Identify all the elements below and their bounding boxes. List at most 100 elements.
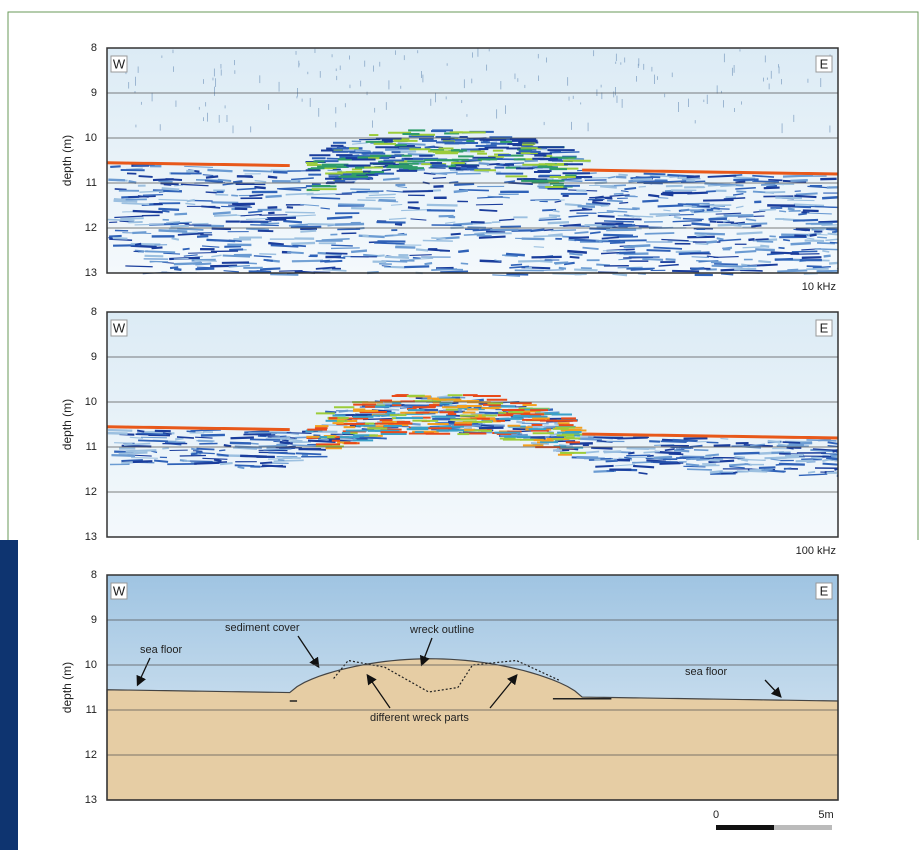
echo xyxy=(574,268,598,272)
echo xyxy=(281,438,289,442)
echo xyxy=(175,437,184,441)
echo xyxy=(596,263,611,267)
echo xyxy=(259,253,277,256)
echo xyxy=(112,236,128,240)
echo xyxy=(794,194,817,199)
echo xyxy=(397,185,408,189)
echo xyxy=(601,236,619,240)
echo xyxy=(195,436,213,439)
echo xyxy=(812,266,831,269)
echo xyxy=(494,259,501,262)
echo xyxy=(752,180,779,183)
echo xyxy=(249,438,281,441)
echo xyxy=(686,175,700,179)
echo xyxy=(806,212,832,215)
echo xyxy=(248,210,263,214)
echo xyxy=(711,264,743,268)
echo xyxy=(713,206,720,210)
echo xyxy=(806,439,837,442)
echo xyxy=(472,228,493,232)
echo xyxy=(538,183,552,187)
echo xyxy=(816,242,835,245)
echo xyxy=(510,263,523,266)
echo xyxy=(832,449,839,453)
echo xyxy=(350,249,368,254)
echo xyxy=(761,468,773,472)
corner-box xyxy=(815,55,833,73)
echo xyxy=(250,224,279,227)
scale-end: 5m xyxy=(818,809,833,821)
echo xyxy=(752,174,775,178)
echo xyxy=(222,182,234,186)
echo xyxy=(657,204,684,208)
echo xyxy=(612,272,628,277)
echo xyxy=(282,456,301,459)
echo xyxy=(758,466,776,469)
echo xyxy=(415,248,429,252)
echo xyxy=(131,457,158,459)
echo xyxy=(436,395,451,399)
echo xyxy=(790,178,808,183)
echo xyxy=(618,258,632,261)
echo xyxy=(121,202,150,206)
echo xyxy=(270,244,299,248)
echo xyxy=(705,453,720,457)
echo xyxy=(614,463,635,467)
echo xyxy=(286,432,312,434)
echo xyxy=(814,248,839,251)
echo xyxy=(234,464,255,467)
y-tick-label: 9 xyxy=(91,351,97,363)
y-axis-label: depth (m) xyxy=(60,662,74,713)
echo xyxy=(735,205,744,209)
arrow xyxy=(366,673,391,709)
echo xyxy=(795,459,814,463)
echo xyxy=(629,244,651,248)
echo xyxy=(793,203,825,207)
echo xyxy=(574,238,600,243)
echo xyxy=(531,255,562,259)
echo xyxy=(202,174,214,177)
echo xyxy=(609,241,626,244)
y-tick-label: 10 xyxy=(85,132,97,144)
echo xyxy=(260,464,283,468)
echo xyxy=(460,262,469,265)
echo xyxy=(606,199,623,203)
arrow xyxy=(419,637,433,667)
echo xyxy=(223,270,239,273)
echo xyxy=(760,238,778,242)
echo xyxy=(505,252,525,257)
echo xyxy=(550,229,577,232)
corner-box xyxy=(110,55,128,73)
echo xyxy=(478,411,500,415)
echo xyxy=(158,198,188,202)
echo xyxy=(276,186,307,190)
echo xyxy=(183,254,198,257)
echo xyxy=(486,230,506,234)
echo xyxy=(737,222,768,226)
echo xyxy=(128,180,137,184)
echo xyxy=(708,459,735,464)
corner-box xyxy=(815,582,833,600)
echo xyxy=(706,441,719,444)
echo xyxy=(609,194,630,197)
echo xyxy=(184,165,214,168)
echo xyxy=(825,238,839,242)
echo xyxy=(615,175,627,179)
echo xyxy=(806,237,815,240)
echo xyxy=(774,257,794,261)
echo xyxy=(246,227,269,231)
echo xyxy=(626,447,649,451)
y-axis-label: depth (m) xyxy=(60,135,74,186)
echo xyxy=(273,459,304,462)
echo xyxy=(733,178,759,182)
echo xyxy=(259,434,276,437)
echo xyxy=(696,234,707,237)
echo xyxy=(807,470,816,474)
echo xyxy=(801,458,822,461)
echo xyxy=(205,191,217,194)
echo xyxy=(667,240,697,243)
echo xyxy=(341,191,368,194)
echo xyxy=(326,215,353,220)
echo xyxy=(107,218,135,222)
